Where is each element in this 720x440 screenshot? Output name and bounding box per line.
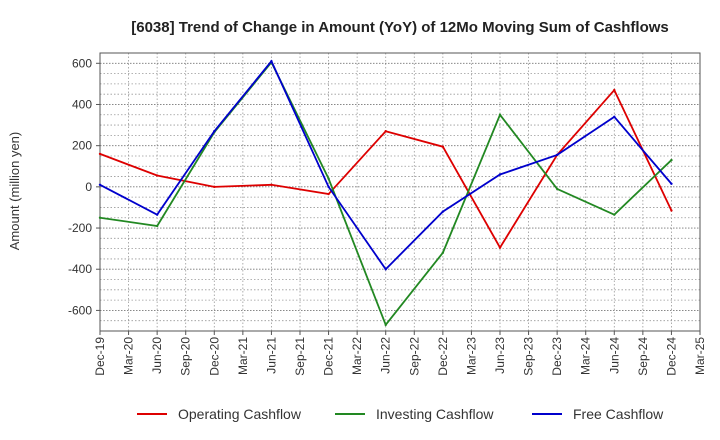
- series-point: [498, 246, 502, 249]
- x-tick-label: Sep-21: [293, 337, 307, 376]
- series-point: [555, 187, 559, 191]
- y-tick-label: -200: [68, 221, 92, 235]
- x-tick-label: Jun-24: [607, 337, 621, 374]
- series-point: [670, 158, 673, 162]
- series-point: [441, 145, 445, 148]
- axes: -600 -400 -200 0 200 400 600 Dec-19 Mar-20 Jun-20…: [68, 52, 707, 376]
- series-point: [98, 152, 102, 156]
- y-tick-label: -600: [68, 303, 92, 317]
- plot-frame: [99, 52, 701, 332]
- series-point: [613, 213, 616, 216]
- series-point: [670, 209, 673, 212]
- series-point: [327, 192, 330, 196]
- x-tick-label: Dec-21: [322, 337, 336, 376]
- x-tick-label: Dec-23: [550, 337, 564, 376]
- x-tick-label: Jun-22: [379, 337, 393, 374]
- x-tick-label: Sep-22: [407, 337, 421, 376]
- x-tick-label: Dec-22: [436, 337, 450, 376]
- series-point: [155, 224, 159, 228]
- series-point: [270, 60, 273, 63]
- series-point: [384, 130, 387, 133]
- x-tick-label: Mar-20: [122, 337, 136, 375]
- y-tick-label: 400: [72, 97, 92, 111]
- x-tick-label: Mar-21: [236, 337, 250, 375]
- x-tick-label: Jun-21: [264, 337, 278, 374]
- series-point: [327, 177, 330, 180]
- x-tick-label: Sep-20: [179, 337, 193, 376]
- series-point: [498, 113, 502, 116]
- x-tick-label: Mar-22: [350, 337, 364, 375]
- x-tick-label: Dec-24: [664, 337, 678, 376]
- x-tick-label: Sep-24: [636, 337, 650, 376]
- series-lines: [98, 59, 673, 327]
- x-tick-label: Jun-23: [493, 337, 507, 374]
- legend-label: Investing Cashflow: [376, 406, 494, 422]
- series-point: [270, 183, 273, 186]
- y-tick-label: 600: [72, 56, 92, 70]
- x-tick-label: Mar-25: [693, 337, 707, 375]
- grid: [99, 52, 701, 331]
- series-point: [213, 130, 216, 133]
- x-tick-label: Dec-20: [207, 337, 221, 376]
- series-point: [441, 251, 445, 254]
- legend-label: Operating Cashflow: [178, 406, 302, 422]
- series-point: [98, 183, 102, 186]
- series-point: [613, 115, 616, 119]
- series-point: [98, 216, 102, 219]
- series-point: [213, 185, 216, 189]
- series-point: [441, 210, 445, 213]
- series-point: [384, 268, 387, 271]
- x-tick-label: Sep-23: [522, 337, 536, 376]
- chart-title: [6038] Trend of Change in Amount (YoY) o…: [131, 19, 669, 36]
- y-axis-label: Amount (million yen): [7, 132, 22, 251]
- series-point: [555, 153, 559, 157]
- x-tick-label: Jun-20: [150, 337, 164, 374]
- series-point: [670, 182, 673, 185]
- series-point: [498, 173, 502, 176]
- series-point: [384, 323, 387, 327]
- series-point: [613, 88, 616, 92]
- legend-label: Free Cashflow: [573, 406, 664, 422]
- y-tick-label: -400: [68, 262, 92, 276]
- y-tick-label: 0: [85, 180, 92, 194]
- legend: Operating Cashflow Investing Cashflow Free…: [137, 406, 664, 422]
- x-tick-label: Mar-24: [579, 337, 593, 375]
- series-point: [155, 174, 159, 177]
- series-point: [327, 185, 330, 189]
- series-point: [155, 213, 159, 216]
- x-tick-label: Mar-23: [464, 337, 478, 375]
- x-tick-label: Dec-19: [93, 337, 107, 376]
- y-tick-label: 200: [72, 139, 92, 153]
